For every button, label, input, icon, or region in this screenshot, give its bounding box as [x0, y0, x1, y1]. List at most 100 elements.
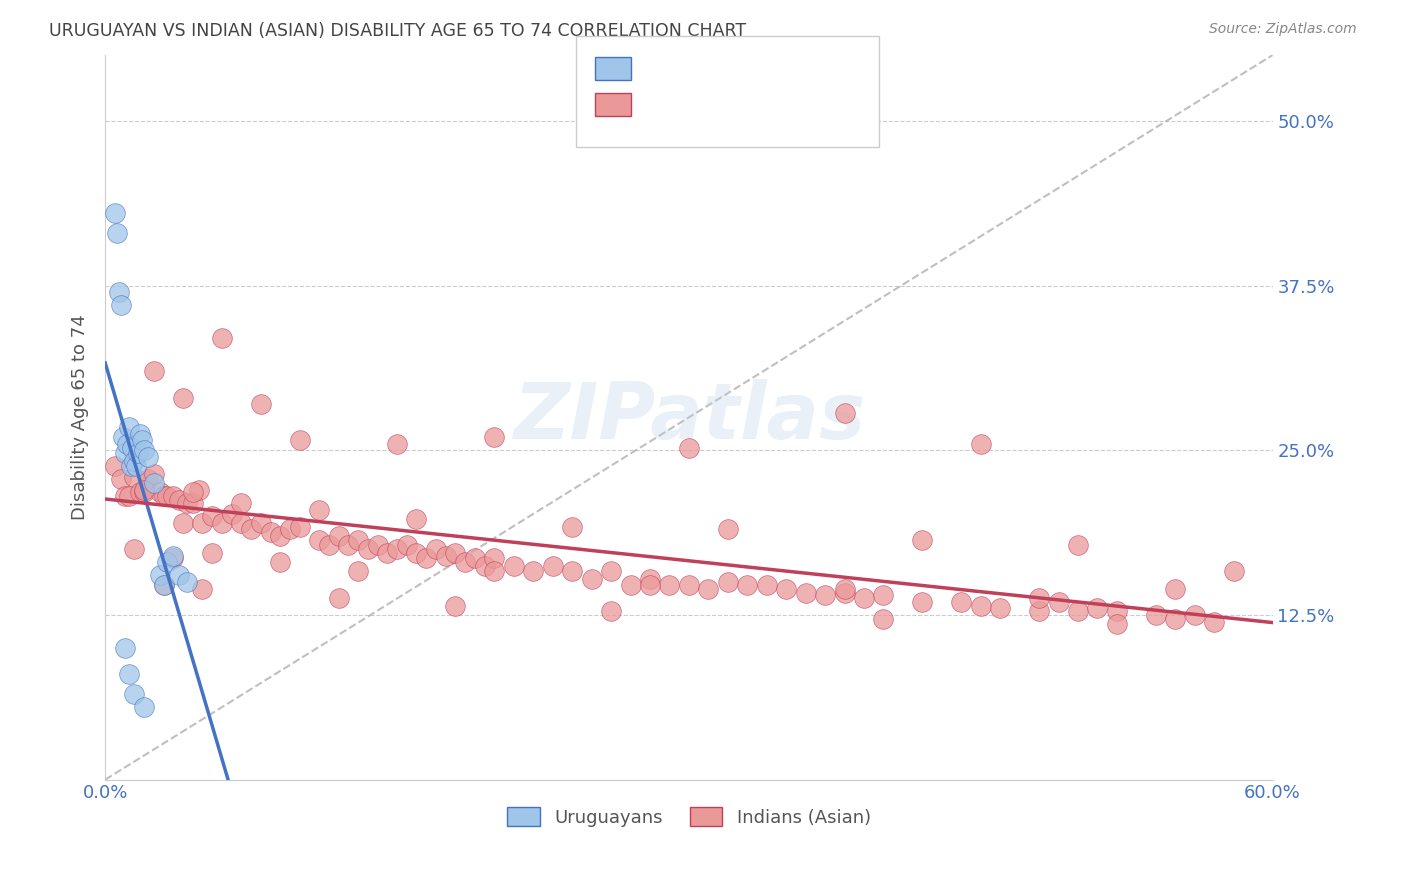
Point — [834, 585, 856, 599]
Point — [717, 522, 740, 536]
Point — [541, 559, 564, 574]
Point — [240, 522, 263, 536]
Point — [176, 496, 198, 510]
Point — [834, 582, 856, 596]
Point — [434, 549, 457, 563]
Point — [156, 490, 179, 504]
Text: R =: R = — [643, 95, 673, 113]
Point — [269, 555, 291, 569]
Point — [149, 485, 172, 500]
Point — [231, 496, 253, 510]
Point — [950, 595, 973, 609]
Point — [852, 591, 875, 605]
Point — [129, 427, 152, 442]
Point — [415, 551, 437, 566]
Point — [347, 533, 370, 547]
Point — [117, 490, 139, 504]
Text: 0.326: 0.326 — [689, 60, 741, 78]
Point — [1164, 582, 1187, 596]
Point — [638, 573, 661, 587]
Point — [474, 559, 496, 574]
Point — [191, 516, 214, 530]
Point — [104, 206, 127, 220]
Point — [211, 331, 233, 345]
Point — [318, 538, 340, 552]
Point — [308, 533, 330, 547]
Point — [385, 436, 408, 450]
Point — [484, 430, 506, 444]
Point — [250, 397, 273, 411]
Point — [1222, 565, 1244, 579]
Point — [136, 450, 159, 464]
Point — [405, 512, 427, 526]
Point — [872, 588, 894, 602]
Point — [127, 446, 149, 460]
Point — [117, 667, 139, 681]
Point — [1204, 615, 1226, 629]
Point — [167, 568, 190, 582]
Point — [149, 568, 172, 582]
Text: 28: 28 — [804, 60, 827, 78]
Point — [114, 640, 136, 655]
Point — [124, 542, 146, 557]
Point — [357, 542, 380, 557]
Point — [425, 542, 447, 557]
Point — [1047, 595, 1070, 609]
Point — [134, 443, 156, 458]
Point — [328, 591, 350, 605]
Point — [250, 516, 273, 530]
Point — [288, 519, 311, 533]
Text: URUGUAYAN VS INDIAN (ASIAN) DISABILITY AGE 65 TO 74 CORRELATION CHART: URUGUAYAN VS INDIAN (ASIAN) DISABILITY A… — [49, 22, 747, 40]
Point — [191, 582, 214, 596]
Point — [136, 472, 159, 486]
Point — [405, 546, 427, 560]
Point — [129, 485, 152, 500]
Y-axis label: Disability Age 65 to 74: Disability Age 65 to 74 — [72, 315, 89, 520]
Point — [176, 574, 198, 589]
Point — [581, 573, 603, 587]
Point — [125, 459, 148, 474]
Point — [1028, 591, 1050, 605]
Point — [1067, 604, 1090, 618]
Point — [162, 490, 184, 504]
Point — [1105, 604, 1128, 618]
Point — [1164, 612, 1187, 626]
Point — [288, 433, 311, 447]
Point — [911, 595, 934, 609]
Point — [678, 441, 700, 455]
Point — [385, 542, 408, 557]
Point — [110, 298, 132, 312]
Point — [561, 565, 583, 579]
Point — [697, 582, 720, 596]
Point — [367, 538, 389, 552]
Text: -0.303: -0.303 — [689, 95, 748, 113]
Point — [1087, 601, 1109, 615]
Point — [134, 483, 156, 497]
Point — [444, 599, 467, 613]
Point — [181, 496, 204, 510]
Point — [619, 577, 641, 591]
Point — [201, 509, 224, 524]
Legend: Uruguayans, Indians (Asian): Uruguayans, Indians (Asian) — [498, 798, 880, 836]
Point — [1067, 538, 1090, 552]
Point — [114, 490, 136, 504]
Point — [124, 469, 146, 483]
Point — [115, 436, 138, 450]
Point — [755, 577, 778, 591]
Point — [121, 441, 143, 455]
Point — [658, 577, 681, 591]
Point — [484, 551, 506, 566]
Point — [201, 546, 224, 560]
Point — [375, 546, 398, 560]
Point — [970, 436, 993, 450]
Point — [522, 565, 544, 579]
Point — [231, 516, 253, 530]
Point — [104, 459, 127, 474]
Text: Source: ZipAtlas.com: Source: ZipAtlas.com — [1209, 22, 1357, 37]
Text: 109: 109 — [804, 95, 839, 113]
Point — [105, 226, 128, 240]
Point — [454, 555, 477, 569]
Point — [152, 490, 174, 504]
Text: R =: R = — [643, 60, 673, 78]
Point — [124, 454, 146, 468]
